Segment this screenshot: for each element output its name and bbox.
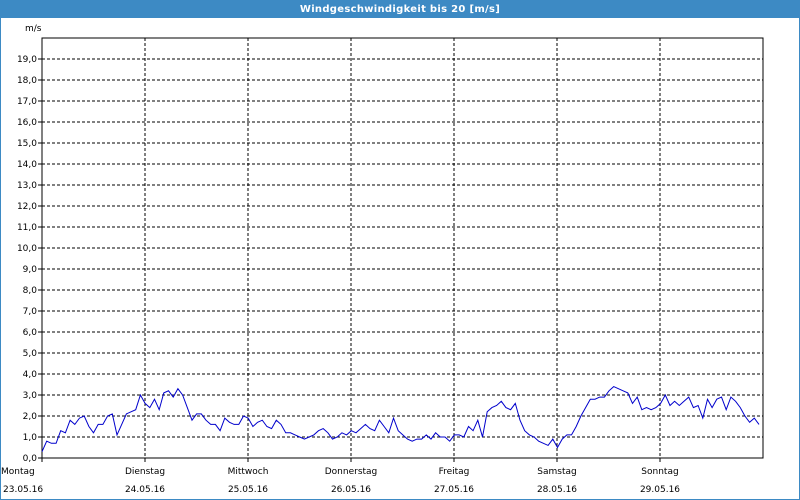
x-tick-day-label: Mittwoch [228, 467, 269, 477]
x-tick-day-label: Donnerstag [325, 467, 378, 477]
x-tick-date-label: 24.05.16 [125, 485, 165, 495]
x-tick-day-label: Freitag [439, 467, 470, 477]
x-tick-date-label: 29.05.16 [640, 485, 680, 495]
y-tick-label: 2,0 [23, 412, 38, 422]
y-tick-label: 16,0 [17, 118, 37, 128]
y-tick-label: 9,0 [23, 265, 38, 275]
x-tick-date-label: 26.05.16 [331, 485, 371, 495]
y-tick-label: 12,0 [17, 202, 37, 212]
y-tick-label: 14,0 [17, 160, 37, 170]
plot-area-border [41, 37, 764, 459]
y-tick-label: 6,0 [23, 328, 38, 338]
x-tick-day-label: Montag [1, 467, 35, 477]
y-tick-label: 0,0 [23, 454, 38, 464]
y-tick-label: 19,0 [17, 55, 37, 65]
y-tick-label: 1,0 [23, 433, 38, 443]
y-tick-label: 3,0 [23, 391, 38, 401]
x-tick-date-label: 23.05.16 [3, 485, 43, 495]
y-tick-label: 7,0 [23, 307, 38, 317]
x-tick-day-label: Sonntag [641, 467, 678, 477]
x-tick-date-label: 27.05.16 [434, 485, 474, 495]
y-tick-label: 10,0 [17, 244, 37, 254]
x-tick-date-label: 28.05.16 [537, 485, 577, 495]
x-tick-day-label: Dienstag [125, 467, 165, 477]
wind-speed-chart: 0,0 1,0 2,0 3,0 4,0 5,0 6,0 7,0 8,0 9,0 10,0 11,0 12… [1, 24, 764, 495]
y-tick-label: 17,0 [17, 97, 37, 107]
x-tick-day-label: Samstag [537, 467, 576, 477]
y-tick-label: 15,0 [17, 139, 37, 149]
y-tick-label: 8,0 [23, 286, 38, 296]
chart-title: Windgeschwindigkeit bis 20 [m/s] [299, 4, 501, 15]
y-tick-label: 4,0 [23, 370, 38, 380]
y-tick-label: 11,0 [17, 223, 37, 233]
x-tick-date-label: 25.05.16 [228, 485, 268, 495]
y-axis-unit: m/s [25, 24, 42, 34]
y-tick-label: 18,0 [17, 76, 37, 86]
y-tick-label: 13,0 [17, 181, 37, 191]
series-line [41, 386, 760, 452]
title-bar: Windgeschwindigkeit bis 20 [m/s] [1, 1, 799, 18]
y-tick-label: 5,0 [23, 349, 38, 359]
